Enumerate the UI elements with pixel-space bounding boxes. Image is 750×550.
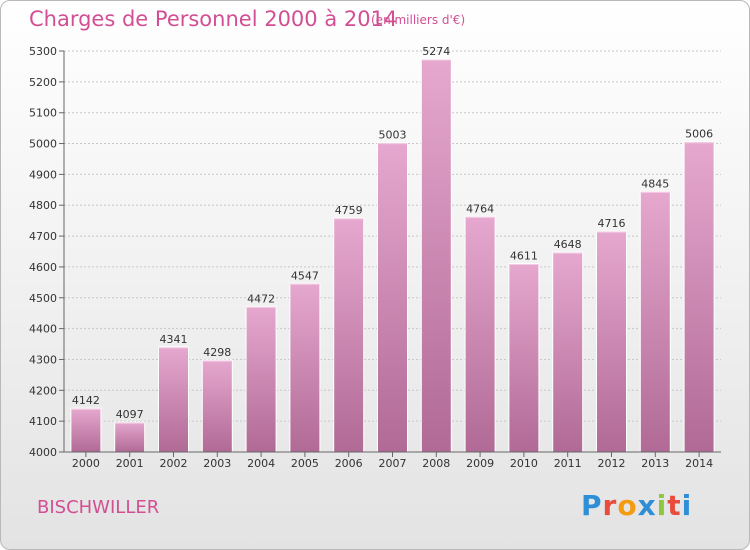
x-tick-label: 2014: [685, 457, 713, 470]
bar[interactable]: [464, 215, 496, 453]
data-label: 5006: [685, 128, 713, 141]
data-label: 4142: [72, 394, 100, 407]
x-tick-label: 2011: [554, 457, 582, 470]
bar[interactable]: [377, 142, 408, 453]
data-label: 5274: [422, 45, 450, 58]
y-tick-label: 4600: [29, 261, 57, 274]
x-tick-label: 2013: [641, 457, 669, 470]
bar[interactable]: [245, 305, 277, 453]
logo-letter: i: [656, 489, 668, 522]
data-label: 4764: [466, 202, 494, 215]
data-label: 4845: [641, 177, 669, 190]
y-tick-label: 4400: [29, 323, 57, 336]
data-label: 4472: [247, 292, 275, 305]
chart-unit: (en milliers d'€): [371, 13, 466, 27]
logo-letter: t: [667, 489, 682, 522]
y-tick-label: 4700: [29, 230, 57, 243]
proxiti-logo[interactable]: Proxiti: [581, 489, 692, 522]
x-tick-label: 2004: [247, 457, 275, 470]
bar[interactable]: [70, 407, 102, 453]
bar[interactable]: [201, 359, 233, 453]
y-tick-label: 5300: [29, 45, 57, 58]
y-tick-label: 5000: [29, 138, 57, 151]
y-tick-label: 5200: [29, 76, 57, 89]
x-axis: 2000 2001 2002 2003 2004 2005 2006 2007 2008 2009…: [64, 451, 721, 470]
data-label: 4759: [335, 204, 363, 217]
data-labels: 4142 4097 4341 4298 4472 4547 4759 5003 5274 4764…: [72, 45, 713, 421]
data-label: 4716: [598, 217, 626, 230]
city-name: BISCHWILLER: [37, 497, 160, 518]
logo-letter: x: [637, 489, 657, 522]
bar[interactable]: [333, 217, 365, 453]
bar[interactable]: [552, 251, 584, 453]
bar[interactable]: [683, 141, 715, 453]
bar[interactable]: [596, 230, 627, 453]
y-tick-label: 4300: [29, 353, 57, 366]
data-label: 4611: [510, 250, 538, 263]
bar[interactable]: [639, 190, 671, 453]
data-label: 4097: [116, 408, 144, 421]
data-label: 4341: [160, 333, 188, 346]
bar[interactable]: [420, 58, 452, 453]
x-tick-label: 2007: [379, 457, 407, 470]
x-tick-label: 2012: [598, 457, 626, 470]
data-label: 4547: [291, 269, 319, 282]
x-tick-label: 2002: [160, 457, 188, 470]
bar[interactable]: [289, 282, 321, 453]
y-tick-label: 4200: [29, 384, 57, 397]
x-tick-label: 2010: [510, 457, 538, 470]
x-tick-label: 2008: [422, 457, 450, 470]
x-tick-label: 2003: [203, 457, 231, 470]
x-tick-label: 2006: [335, 457, 363, 470]
logo-letter: o: [617, 489, 638, 522]
bars: [70, 58, 715, 453]
chart-title: Charges de Personnel 2000 à 2014: [29, 7, 398, 31]
y-tick-label: 4800: [29, 199, 57, 212]
y-tick-label: 4000: [29, 446, 57, 459]
logo-letter: i: [681, 489, 693, 522]
bar[interactable]: [158, 346, 189, 453]
y-tick-label: 4900: [29, 168, 57, 181]
y-tick-label: 4500: [29, 292, 57, 305]
bar[interactable]: [508, 263, 540, 453]
y-tick-label: 4100: [29, 415, 57, 428]
y-axis: 4000 4100 4200 4300 4400 4500 4600 4700 4800 4900…: [29, 45, 65, 459]
logo-letter: P: [581, 489, 603, 522]
x-tick-label: 2000: [72, 457, 100, 470]
data-label: 5003: [379, 129, 407, 142]
x-tick-label: 2005: [291, 457, 319, 470]
x-tick-label: 2001: [116, 457, 144, 470]
data-label: 4648: [554, 238, 582, 251]
logo-letter: r: [602, 489, 618, 522]
bar[interactable]: [114, 421, 146, 453]
x-tick-label: 2009: [466, 457, 494, 470]
y-tick-label: 5100: [29, 107, 57, 120]
data-label: 4298: [203, 346, 231, 359]
